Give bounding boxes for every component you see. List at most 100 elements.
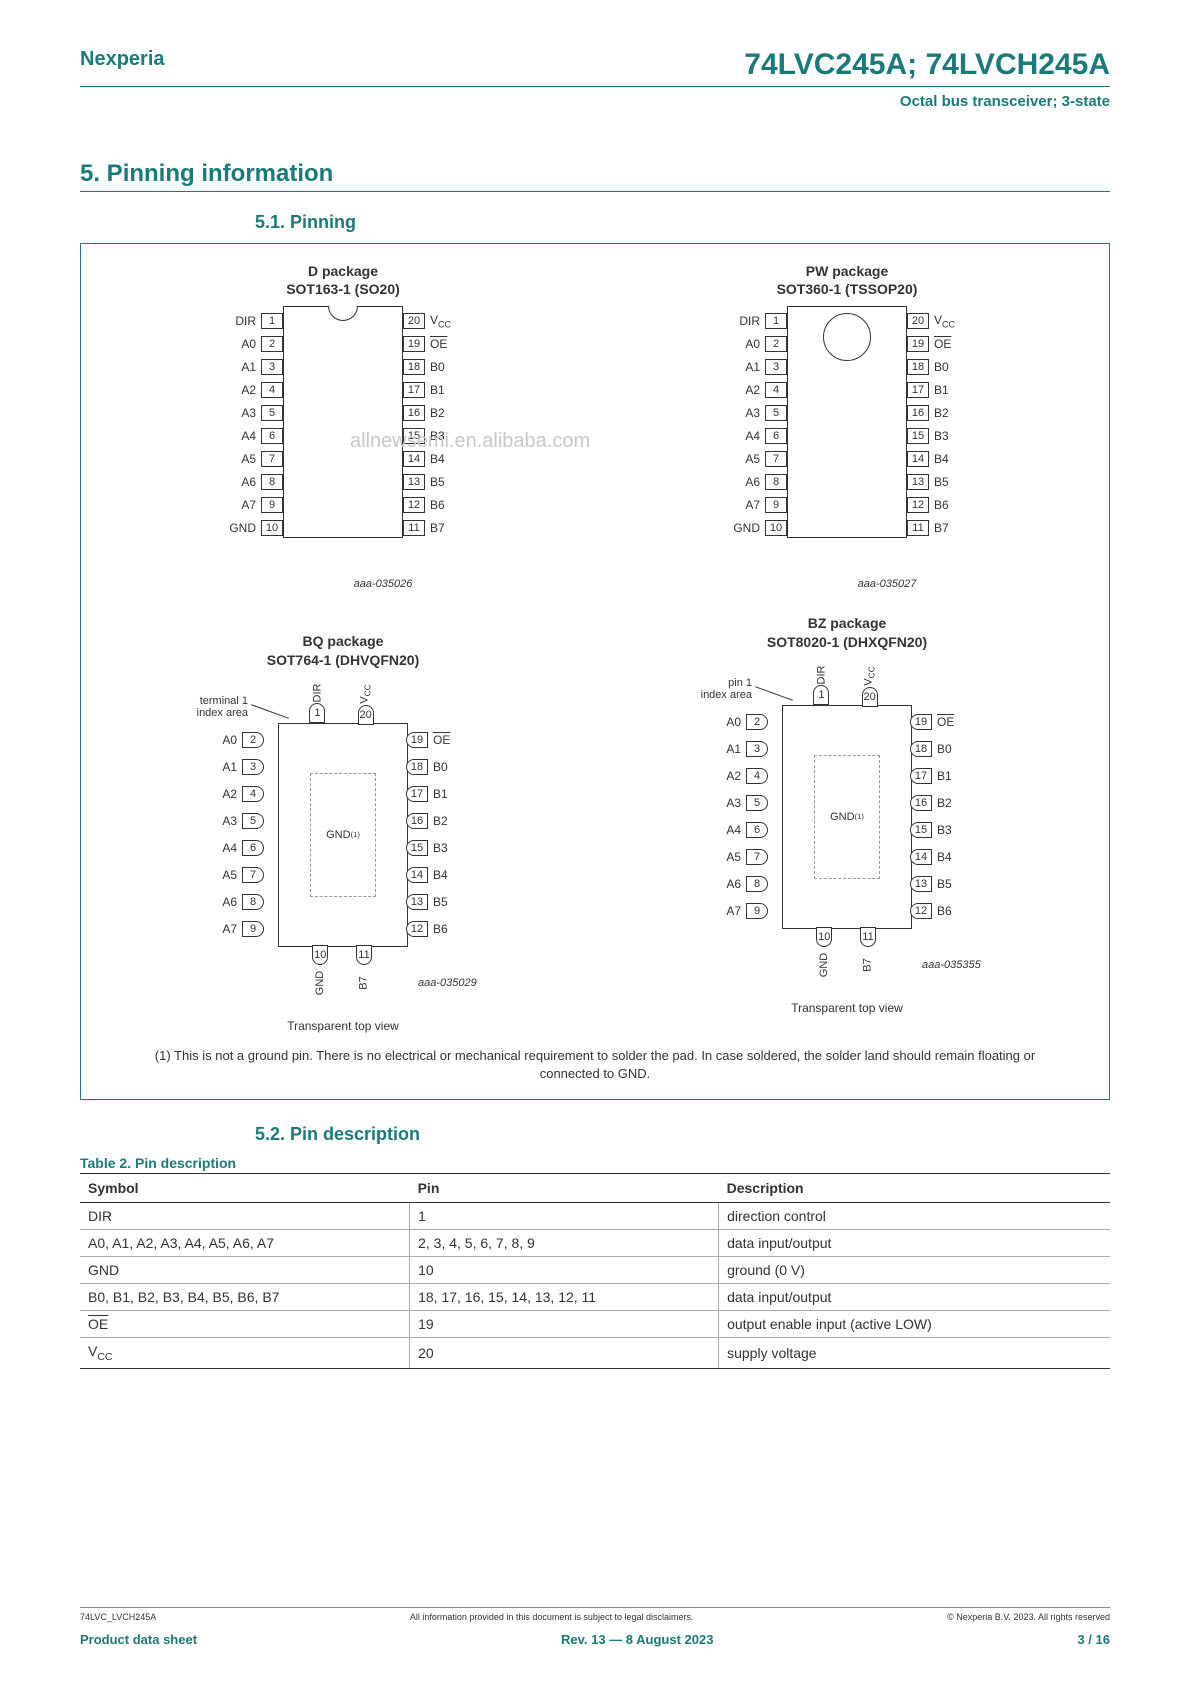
- table-cell: 18, 17, 16, 15, 14, 13, 12, 11: [410, 1284, 719, 1311]
- pkg-pw-line2: SOT360-1 (TSSOP20): [777, 281, 918, 297]
- pin-right-14: 14B4: [910, 846, 970, 868]
- table-cell: DIR: [80, 1203, 410, 1230]
- pkg-bz-line2: SOT8020-1 (DHXQFN20): [767, 634, 927, 650]
- pin-left-9: A79: [208, 918, 264, 940]
- pin-left-1: DIR1: [223, 310, 283, 332]
- pkg-bz-line1: BZ package: [808, 615, 887, 631]
- table-title: Table 2. Pin description: [80, 1155, 1110, 1171]
- pin-left-4: A24: [208, 783, 264, 805]
- pin-right-17: 17B1: [403, 379, 463, 401]
- pin-right-16: 16B2: [403, 402, 463, 424]
- table-cell: data input/output: [719, 1230, 1110, 1257]
- table-cell: OE: [80, 1311, 410, 1338]
- pin-left-5: A35: [712, 792, 768, 814]
- brand: Nexperia: [80, 48, 165, 71]
- ref-bq: aaa-035029: [418, 977, 477, 989]
- pin-right-19: 19OE: [910, 711, 970, 733]
- pin-left-6: A46: [712, 819, 768, 841]
- pin-right-13: 13B5: [910, 873, 970, 895]
- ref-d: aaa-035026: [208, 578, 558, 590]
- pkg-bq-line2: SOT764-1 (DHVQFN20): [267, 652, 419, 668]
- pin-left-2: A02: [712, 711, 768, 733]
- bq-caption: Transparent top view: [128, 1019, 558, 1033]
- package-bq: BQ package SOT764-1 (DHVQFN20) GND(1) term…: [128, 614, 558, 1032]
- watermark: allnewsemi.en.alibaba.com: [350, 430, 590, 453]
- notch-icon: [328, 306, 358, 321]
- index-area-label: pin 1index area: [682, 677, 752, 701]
- index-area-label: terminal 1index area: [178, 695, 248, 719]
- pin-right-14: 14B4: [907, 448, 967, 470]
- part-number: 74LVC245A; 74LVCH245A: [744, 48, 1110, 82]
- pin-right-15: 15B3: [910, 819, 970, 841]
- table-cell: output enable input (active LOW): [719, 1311, 1110, 1338]
- pin-right-19: 19OE: [403, 333, 463, 355]
- pin-right-12: 12B6: [403, 494, 463, 516]
- pin-right-13: 13B5: [406, 891, 466, 913]
- table-cell: data input/output: [719, 1284, 1110, 1311]
- pin-left-4: A24: [712, 765, 768, 787]
- pin-left-2: A02: [727, 333, 787, 355]
- pin-left-8: A68: [223, 471, 283, 493]
- pin-left-10: GND10: [727, 517, 787, 539]
- pin-left-3: A13: [223, 356, 283, 378]
- pkg-d-line1: D package: [308, 263, 378, 279]
- pin-left-2: A02: [223, 333, 283, 355]
- pin-left-2: A02: [208, 729, 264, 751]
- pin-bot-10: 10GND: [812, 927, 836, 971]
- package-pw: PW packageSOT360-1 (TSSOP20) DIR1A02A13A…: [632, 262, 1062, 590]
- pinning-diagram-figure: D packageSOT163-1 (SO20) DIR1A02A13A24A3…: [80, 243, 1110, 1100]
- pin-right-20: 20VCC: [403, 310, 463, 332]
- pin-right-18: 18B0: [910, 738, 970, 760]
- pin-left-5: A35: [223, 402, 283, 424]
- table-row: DIR1direction control: [80, 1203, 1110, 1230]
- pin-right-19: 19OE: [907, 333, 967, 355]
- pin-right-15: 15B3: [406, 837, 466, 859]
- table-row: VCC20supply voltage: [80, 1338, 1110, 1369]
- subsection-2: 5.2. Pin description: [255, 1124, 1110, 1145]
- pin-right-11: 11B7: [907, 517, 967, 539]
- section-title: 5. Pinning information: [80, 160, 1110, 192]
- pin-left-3: A13: [712, 738, 768, 760]
- pin-left-6: A46: [727, 425, 787, 447]
- table-cell: 19: [410, 1311, 719, 1338]
- table-cell: 1: [410, 1203, 719, 1230]
- pin-right-17: 17B1: [907, 379, 967, 401]
- pin-right-17: 17B1: [406, 783, 466, 805]
- table-cell: A0, A1, A2, A3, A4, A5, A6, A7: [80, 1230, 410, 1257]
- footer-rev: Rev. 13 — 8 August 2023: [561, 1632, 713, 1647]
- pin-right-12: 12B6: [910, 900, 970, 922]
- table-row: A0, A1, A2, A3, A4, A5, A6, A72, 3, 4, 5…: [80, 1230, 1110, 1257]
- pin-top-1: DIR1: [308, 687, 327, 723]
- pin-top-1: DIR1: [812, 669, 831, 705]
- pin-right-12: 12B6: [907, 494, 967, 516]
- ref-pw: aaa-035027: [712, 578, 1062, 590]
- pkg-bq-line1: BQ package: [303, 633, 384, 649]
- table-cell: direction control: [719, 1203, 1110, 1230]
- pin-right-18: 18B0: [907, 356, 967, 378]
- table-cell: 10: [410, 1257, 719, 1284]
- pin-right-16: 16B2: [406, 810, 466, 832]
- center-pad: GND(1): [310, 773, 376, 897]
- pin-right-15: 15B3: [907, 425, 967, 447]
- pin-bot-11: 11B7: [356, 945, 372, 989]
- pin-left-6: A46: [208, 837, 264, 859]
- table-cell: 2, 3, 4, 5, 6, 7, 8, 9: [410, 1230, 719, 1257]
- pin-left-8: A68: [712, 873, 768, 895]
- table-cell: B0, B1, B2, B3, B4, B5, B6, B7: [80, 1284, 410, 1311]
- footer-page: 3 / 16: [1077, 1632, 1110, 1647]
- table-row: GND10ground (0 V): [80, 1257, 1110, 1284]
- col-header: Pin: [410, 1174, 719, 1203]
- pin-left-7: A57: [223, 448, 283, 470]
- pin-left-3: A13: [727, 356, 787, 378]
- pin-left-7: A57: [208, 864, 264, 886]
- pin-left-7: A57: [727, 448, 787, 470]
- table-cell: VCC: [80, 1338, 410, 1369]
- footer-copyright: © Nexperia B.V. 2023. All rights reserve…: [947, 1612, 1110, 1622]
- col-header: Description: [719, 1174, 1110, 1203]
- pin-left-9: A79: [223, 494, 283, 516]
- pkg-d-line2: SOT163-1 (SO20): [286, 281, 400, 297]
- footer-type: Product data sheet: [80, 1632, 197, 1647]
- pin-description-table: SymbolPinDescription DIR1direction contr…: [80, 1173, 1110, 1369]
- pin-top-20: VCC20: [860, 669, 879, 707]
- pin-left-10: GND10: [223, 517, 283, 539]
